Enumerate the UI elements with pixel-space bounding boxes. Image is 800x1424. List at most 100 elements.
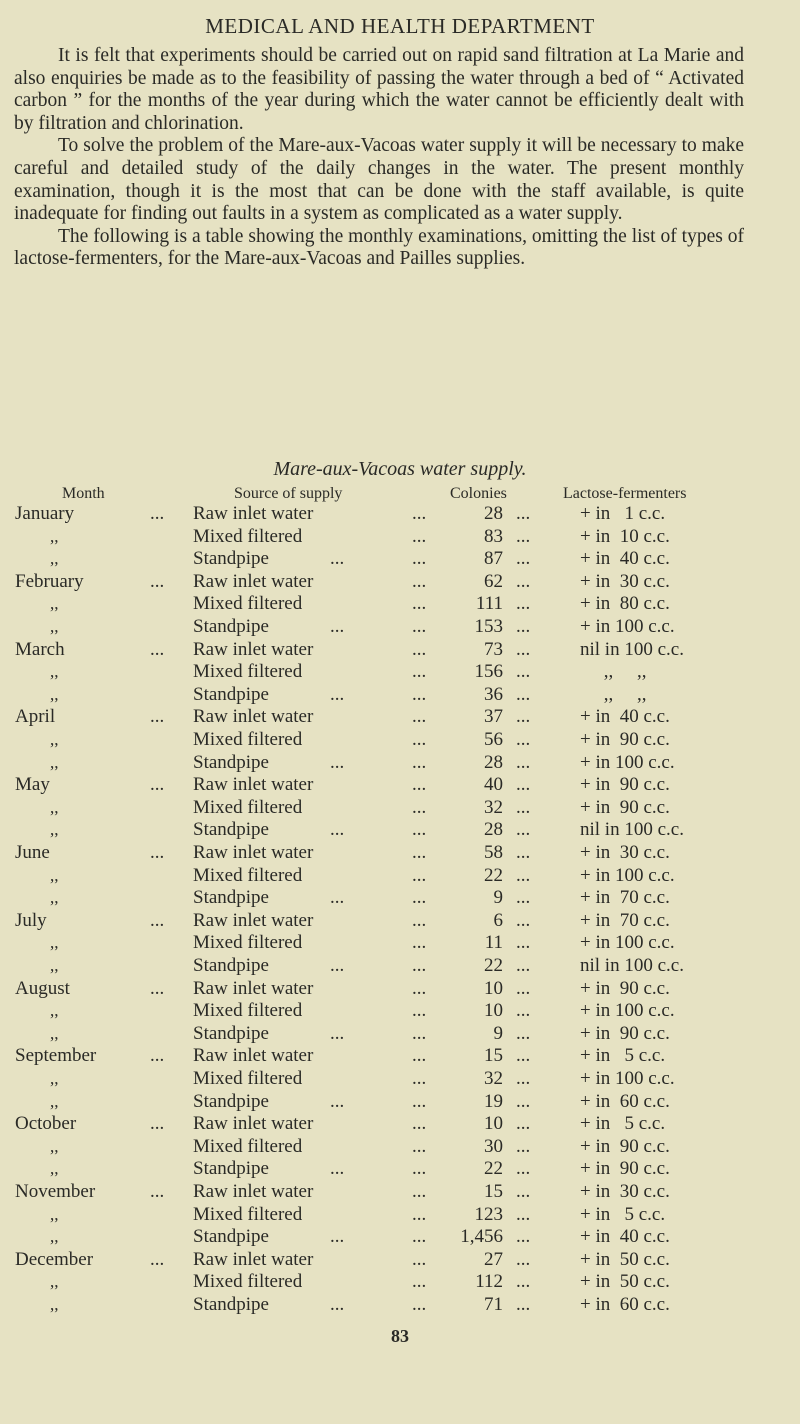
lactose-cell: + in 1 c.c. [580, 503, 666, 524]
leader-dots: ... [516, 774, 531, 796]
colonies-cell: 28 [484, 751, 503, 773]
leader-dots: ... [516, 1022, 531, 1044]
month-cell: ,, [50, 820, 59, 840]
leader-dots: ... [516, 842, 531, 863]
leader-dots: ... [150, 774, 165, 796]
source-cell: Raw inlet water [193, 706, 314, 728]
source-cell: Standpipe [193, 819, 269, 841]
source-cell: Mixed filtered [193, 796, 303, 818]
lactose-cell: + in 30 c.c. [580, 570, 670, 592]
month-cell: September [15, 1045, 97, 1067]
leader-dots: ... [412, 1045, 427, 1067]
lactose-cell: + in 90 c.c. [580, 1022, 670, 1044]
leader-dots: ... [516, 706, 531, 728]
table-row: ,, Standpipe 22 nil in 100 c.c.......... [0, 955, 800, 977]
lactose-cell: + in 40 c.c. [580, 1226, 670, 1248]
month-cell: ,, [50, 865, 59, 885]
source-cell: Raw inlet water [193, 570, 314, 592]
leader-dots: ... [516, 977, 531, 999]
colonies-cell: 15 [484, 1045, 503, 1067]
source-cell: Standpipe [193, 1022, 269, 1044]
leader-dots: ... [412, 638, 427, 660]
colonies-cell: 32 [484, 1068, 503, 1089]
leader-dots: ... [412, 593, 427, 615]
table-row: ,, Standpipe 9 + in 90 c.c.......... [0, 1023, 800, 1045]
leader-dots: ... [412, 548, 427, 570]
month-cell: ,, [50, 526, 59, 546]
lactose-cell: + in 60 c.c. [580, 1294, 670, 1315]
month-cell: November [15, 1181, 96, 1202]
month-cell: ,, [50, 662, 59, 682]
table-caption: Mare-aux-Vacoas water supply. [273, 458, 527, 480]
table-row: ,, Mixed filtered 30 + in 90 c.c....... [0, 1136, 800, 1158]
lactose-cell: + in 50 c.c. [580, 1248, 670, 1270]
table-row: ,, Standpipe 28 nil in 100 c.c.......... [0, 819, 800, 841]
header-source: Source of supply [234, 485, 343, 502]
source-cell: Raw inlet water [193, 977, 314, 999]
colonies-cell: 10 [484, 1000, 503, 1022]
lactose-cell: + in 80 c.c. [580, 593, 670, 615]
leader-dots: ... [330, 1022, 345, 1044]
source-cell: Mixed filtered [193, 1068, 303, 1089]
paragraph-3: The following is a table showing the mon… [14, 225, 744, 270]
colonies-cell: 28 [484, 503, 503, 524]
month-cell: ,, [50, 617, 59, 636]
table-row: September Raw inlet water 15 + in 5 c.c....… [0, 1045, 800, 1067]
leader-dots: ... [150, 638, 165, 660]
leader-dots: ... [516, 955, 531, 976]
leader-dots: ... [330, 1294, 345, 1315]
table-row: ,, Mixed filtered 156 ,, ,,...... [0, 661, 800, 683]
source-cell: Raw inlet water [193, 1113, 314, 1135]
source-cell: Raw inlet water [193, 842, 314, 863]
lactose-cell: + in 100 c.c. [580, 864, 675, 886]
source-cell: Mixed filtered [193, 1271, 303, 1293]
leader-dots: ... [516, 525, 531, 547]
page-heading: MEDICAL AND HEALTH DEPARTMENT [205, 14, 595, 38]
lactose-cell: + in 60 c.c. [580, 1090, 670, 1112]
leader-dots: ... [412, 683, 427, 705]
table-row: ,, Standpipe 153 + in 100 c.c.......... [0, 616, 800, 638]
leader-dots: ... [412, 1294, 427, 1315]
lactose-cell: + in 5 c.c. [580, 1045, 666, 1067]
leader-dots: ... [150, 706, 165, 728]
table-row: ,, Mixed filtered 112 + in 50 c.c....... [0, 1271, 800, 1293]
source-cell: Standpipe [193, 1090, 269, 1112]
source-cell: Raw inlet water [193, 1045, 314, 1067]
lactose-cell: nil in 100 c.c. [580, 819, 684, 841]
source-cell: Mixed filtered [193, 593, 303, 615]
table-row: ,, Mixed filtered 11 + in 100 c.c....... [0, 932, 800, 954]
colonies-cell: 87 [484, 548, 503, 570]
lactose-cell: + in 30 c.c. [580, 842, 670, 863]
leader-dots: ... [412, 729, 427, 750]
leader-dots: ... [412, 932, 427, 954]
source-cell: Raw inlet water [193, 1248, 314, 1270]
source-cell: Standpipe [193, 1226, 269, 1248]
leader-dots: ... [150, 1181, 165, 1202]
leader-dots: ... [150, 977, 165, 999]
leader-dots: ... [516, 864, 531, 886]
month-cell: ,, [50, 956, 59, 975]
leader-dots: ... [516, 1294, 531, 1315]
colonies-cell: 22 [484, 1158, 503, 1180]
leader-dots: ... [516, 729, 531, 750]
table-row: ,, Mixed filtered 32 + in 90 c.c....... [0, 797, 800, 819]
colonies-cell: 62 [484, 570, 503, 592]
leader-dots: ... [516, 887, 531, 909]
colonies-cell: 15 [484, 1181, 503, 1202]
leader-dots: ... [516, 751, 531, 773]
colonies-cell: 30 [484, 1135, 503, 1157]
lactose-cell: ,, ,, [580, 683, 647, 705]
table-row: March Raw inlet water 73 nil in 100 c.c....… [0, 639, 800, 661]
leader-dots: ... [150, 1045, 165, 1067]
table-row: February Raw inlet water 62 + in 30 c.c....… [0, 571, 800, 593]
table-row: ,, Standpipe 71 + in 60 c.c.......... [0, 1294, 800, 1316]
table-row: ,, Mixed filtered 123 + in 5 c.c....... [0, 1204, 800, 1226]
paragraph-2: To solve the problem of the Mare-aux-Vac… [14, 135, 744, 225]
month-cell: ,, [50, 797, 59, 817]
leader-dots: ... [412, 955, 427, 976]
leader-dots: ... [412, 864, 427, 886]
leader-dots: ... [412, 706, 427, 728]
leader-dots: ... [516, 1226, 531, 1248]
month-cell: ,, [50, 1204, 59, 1224]
source-cell: Standpipe [193, 1158, 269, 1180]
